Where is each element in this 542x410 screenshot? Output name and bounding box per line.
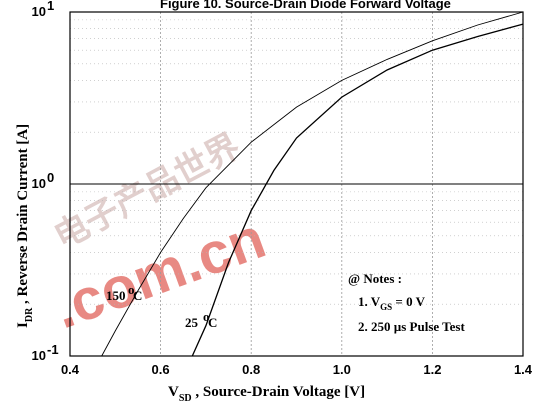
grid [70,12,523,356]
x-axis-label: VSD , Source-Drain Voltage [V] [168,384,365,404]
x-tick-label: 1.0 [333,362,351,377]
svg-text:o: o [128,282,135,297]
y-tick-exponent: 0 [47,170,54,185]
note-1: 1. VGS = 0 V [358,294,426,312]
svg-text:o: o [203,309,210,324]
svg-text:C: C [133,288,142,303]
svg-text:C: C [208,315,217,330]
label-150c: 150 o C [106,282,142,303]
chart-title: Figure 10. Source-Drain Diode Forward Vo… [160,0,451,11]
watermark: 电子产品世界 .com.cn [45,127,273,341]
x-tick-label: 0.8 [242,362,260,377]
label-25c: 25 o C [185,309,217,330]
series-line-25c [191,23,524,357]
y-tick-label: 10 [32,176,46,191]
svg-text:150: 150 [106,288,126,303]
notes-title: @ Notes : [348,271,402,286]
plot-frame [69,11,524,357]
notes: @ Notes : 1. VGS = 0 V 2. 250 µs Pulse T… [348,271,465,334]
x-tick-label: 0.4 [61,362,80,377]
y-tick-exponent: 1 [47,0,54,13]
note-2: 2. 250 µs Pulse Test [358,319,465,334]
svg-text:25: 25 [185,315,199,330]
y-tick-exponent: -1 [47,342,59,357]
y-tick-label: 10 [32,4,46,19]
series-line-150c [101,11,524,357]
series-group [101,11,524,357]
y-axis-label: IDR , Reverse Drain Current [A] [15,124,35,328]
y-tick-label: 10 [32,348,46,363]
x-tick-label: 0.6 [152,362,170,377]
x-tick-label: 1.4 [514,362,533,377]
x-tick-label: 1.2 [423,362,441,377]
